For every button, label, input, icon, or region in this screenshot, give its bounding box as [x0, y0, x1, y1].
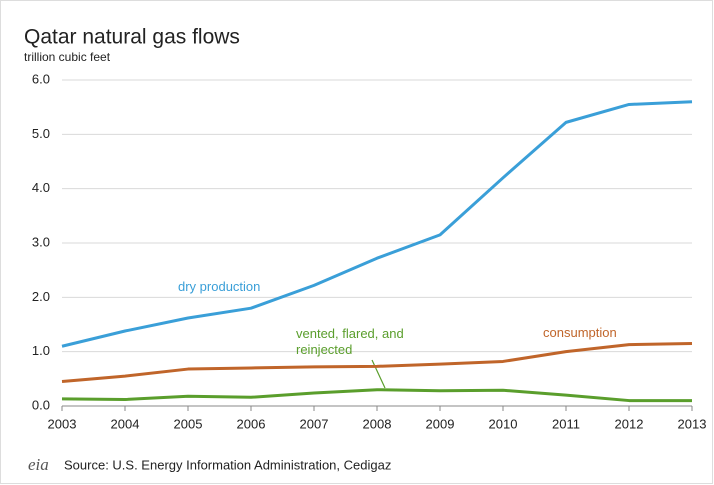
- series-line: [61, 388, 692, 403]
- series-label: consumption: [543, 325, 617, 340]
- x-tick-label: 2007: [300, 416, 329, 431]
- series-label: vented, flared, and reinjected: [296, 326, 404, 357]
- logo: eia: [28, 455, 49, 474]
- chart-subtitle: trillion cubic feet: [24, 50, 111, 64]
- x-tick-label: 2006: [237, 416, 266, 431]
- y-tick-label: 1.0: [32, 343, 50, 358]
- x-tick-label: 2004: [111, 416, 140, 431]
- y-tick-label: 4.0: [32, 180, 50, 195]
- x-tick-label: 2008: [363, 416, 392, 431]
- series-line: [61, 342, 693, 384]
- chart-title: Qatar natural gas flows: [24, 26, 240, 49]
- x-tick-label: 2009: [426, 416, 455, 431]
- x-tick-label: 2010: [489, 416, 518, 431]
- x-tick-label: 2013: [678, 416, 707, 431]
- x-tick-label: 2005: [174, 416, 203, 431]
- y-tick-label: 2.0: [32, 289, 50, 304]
- x-tick-label: 2012: [615, 416, 644, 431]
- source: Source: U.S. Energy Information Administ…: [64, 457, 391, 472]
- y-tick-label: 3.0: [32, 234, 50, 249]
- y-tick-label: 5.0: [32, 126, 50, 141]
- x-tick-label: 2003: [48, 416, 77, 431]
- x-tick-label: 2011: [552, 416, 580, 431]
- y-tick-label: 0.0: [32, 397, 50, 412]
- y-tick-label: 6.0: [32, 71, 50, 86]
- series-label: dry production: [178, 279, 261, 294]
- series-line: [61, 100, 693, 348]
- leader-line: [371, 359, 386, 389]
